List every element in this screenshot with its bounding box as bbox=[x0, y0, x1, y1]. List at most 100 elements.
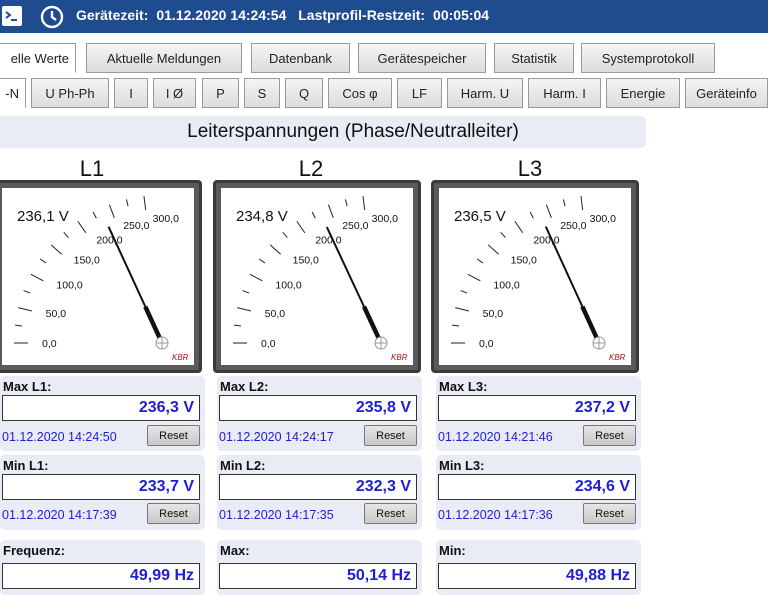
min-label: Min L3: bbox=[439, 458, 485, 473]
scale-label: 50,0 bbox=[483, 308, 504, 320]
max-panel-l3: Max L3: 237,2 V 01.12.2020 14:21:46 Rese… bbox=[436, 376, 641, 451]
major-tick bbox=[362, 196, 366, 211]
minor-tick bbox=[460, 290, 468, 294]
voltmeter-l3: 0,0 50,0 100,0 150,0 200,0 250,0 300,0 KBR 236,… bbox=[431, 180, 639, 373]
tab-s[interactable]: S bbox=[244, 78, 280, 108]
status-text: Gerätezeit: 01.12.2020 14:24:54 Lastprofi… bbox=[76, 7, 497, 23]
major-tick bbox=[143, 196, 147, 211]
tab-energie[interactable]: Energie bbox=[606, 78, 680, 108]
minor-tick bbox=[15, 324, 23, 327]
frequency-min-value: 49,88 Hz bbox=[438, 563, 636, 589]
minor-tick bbox=[529, 211, 534, 219]
needle-base bbox=[143, 305, 165, 344]
kbr-logo: KBR bbox=[172, 353, 189, 362]
min-value: 233,7 V bbox=[2, 474, 200, 500]
major-tick bbox=[514, 220, 524, 234]
minor-tick bbox=[282, 231, 288, 238]
tab-aktuelle-werte[interactable]: elle Werte bbox=[0, 43, 76, 73]
scale-label: 250,0 bbox=[560, 220, 586, 232]
major-tick bbox=[269, 244, 281, 255]
max-timestamp: 01.12.2020 14:24:50 bbox=[2, 430, 117, 444]
profile-time: 00:05:04 bbox=[433, 7, 490, 23]
max-value: 237,2 V bbox=[438, 395, 636, 421]
tab-p[interactable]: P bbox=[202, 78, 239, 108]
reset-min-button[interactable]: Reset bbox=[583, 503, 636, 524]
voltmeter-l2: 0,0 50,0 100,0 150,0 200,0 250,0 300,0 KBR 234,… bbox=[213, 180, 421, 373]
max-panel-l2: Max L2: 235,8 V 01.12.2020 14:24:17 Rese… bbox=[217, 376, 422, 451]
max-panel-l1: Max L1: 236,3 V 01.12.2020 14:24:50 Rese… bbox=[0, 376, 205, 451]
min-value: 234,6 V bbox=[438, 474, 636, 500]
max-label: Max L2: bbox=[220, 379, 269, 394]
major-tick bbox=[50, 244, 62, 255]
phase-label-l3: L3 bbox=[517, 156, 543, 181]
voltmeter-l1: 0,0 50,0 100,0 150,0 200,0 250,0 300,0 KBR 236,… bbox=[0, 180, 202, 373]
minor-tick bbox=[234, 324, 242, 327]
minor-tick bbox=[476, 258, 484, 264]
max-timestamp: 01.12.2020 14:21:46 bbox=[438, 430, 553, 444]
scale-label: 300,0 bbox=[372, 213, 398, 225]
scale-label: 150,0 bbox=[74, 255, 100, 267]
minor-tick bbox=[311, 211, 316, 219]
tab-geraeteinfo[interactable]: Geräteinfo bbox=[685, 78, 768, 108]
top-bar: Gerätezeit: 01.12.2020 14:24:54 Lastprofi… bbox=[0, 0, 768, 33]
minor-tick bbox=[39, 258, 47, 264]
meter-reading: 236,5 V bbox=[454, 208, 506, 225]
min-label: Min L2: bbox=[220, 458, 266, 473]
tab-geraetespeicher[interactable]: Gerätespeicher bbox=[358, 43, 486, 73]
tab-i-avg[interactable]: I Ø bbox=[153, 78, 196, 108]
minor-tick bbox=[500, 231, 506, 238]
minor-tick bbox=[23, 290, 31, 294]
meter-face: 0,0 50,0 100,0 150,0 200,0 250,0 300,0 KBR 236,… bbox=[2, 188, 194, 365]
scale-label: 300,0 bbox=[153, 213, 179, 225]
min-panel-l1: Min L1: 233,7 V 01.12.2020 14:17:39 Rese… bbox=[0, 455, 205, 530]
scale-label: 150,0 bbox=[511, 255, 537, 267]
tab-lf[interactable]: LF bbox=[397, 78, 442, 108]
major-tick bbox=[487, 244, 499, 255]
tab-datenbank[interactable]: Datenbank bbox=[251, 43, 350, 73]
reset-min-button[interactable]: Reset bbox=[364, 503, 417, 524]
kbr-logo: KBR bbox=[609, 353, 626, 362]
min-value: 232,3 V bbox=[219, 474, 417, 500]
phase-label-l2: L2 bbox=[298, 156, 324, 181]
tab-u-ph-ph[interactable]: U Ph-Ph bbox=[31, 78, 109, 108]
tab-cos-phi[interactable]: Cos φ bbox=[328, 78, 392, 108]
min-panel-l2: Min L2: 232,3 V 01.12.2020 14:17:35 Rese… bbox=[217, 455, 422, 530]
tab-aktuelle-meldungen[interactable]: Aktuelle Meldungen bbox=[86, 43, 242, 73]
min-timestamp: 01.12.2020 14:17:35 bbox=[219, 508, 334, 522]
needle-base bbox=[362, 305, 384, 344]
major-tick bbox=[108, 204, 115, 218]
page-title-text: Leiterspannungen (Phase/Neutralleiter) bbox=[187, 121, 519, 142]
major-tick bbox=[30, 273, 44, 282]
scale-label: 100,0 bbox=[275, 279, 301, 291]
max-value: 235,8 V bbox=[219, 395, 417, 421]
tab-u-ph-n[interactable]: -N bbox=[0, 78, 26, 108]
scale-label: 50,0 bbox=[46, 308, 67, 320]
scale-label: 0,0 bbox=[42, 338, 57, 350]
tab-harm-u[interactable]: Harm. U bbox=[447, 78, 523, 108]
tab-q[interactable]: Q bbox=[285, 78, 323, 108]
scale-label: 100,0 bbox=[56, 279, 82, 291]
phase-label-l1: L1 bbox=[79, 156, 105, 181]
terminal-icon[interactable] bbox=[1, 5, 23, 27]
clock-icon bbox=[40, 5, 64, 29]
minor-tick bbox=[242, 290, 250, 294]
max-value: 236,3 V bbox=[2, 395, 200, 421]
frequency-label: Frequenz: bbox=[3, 543, 66, 558]
tab-statistik[interactable]: Statistik bbox=[494, 43, 574, 73]
max-label: Max L1: bbox=[3, 379, 52, 394]
tab-i[interactable]: I bbox=[114, 78, 148, 108]
major-tick bbox=[249, 273, 263, 282]
meter-reading: 234,8 V bbox=[236, 208, 288, 225]
minor-tick bbox=[452, 324, 460, 327]
min-timestamp: 01.12.2020 14:17:39 bbox=[2, 508, 117, 522]
tab-systemprotokoll[interactable]: Systemprotokoll bbox=[581, 43, 715, 73]
scale-label: 200,0 bbox=[315, 234, 341, 246]
frequency-max-value: 50,14 Hz bbox=[219, 563, 417, 589]
reset-max-button[interactable]: Reset bbox=[583, 425, 636, 446]
tab-harm-i[interactable]: Harm. I bbox=[528, 78, 601, 108]
reset-max-button[interactable]: Reset bbox=[147, 425, 200, 446]
reset-min-button[interactable]: Reset bbox=[147, 503, 200, 524]
reset-max-button[interactable]: Reset bbox=[364, 425, 417, 446]
frequency-max-label: Max: bbox=[220, 543, 250, 558]
